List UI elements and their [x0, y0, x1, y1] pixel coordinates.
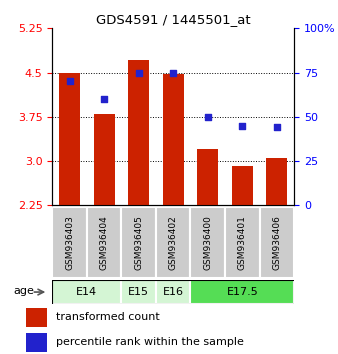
Text: E16: E16: [163, 287, 184, 297]
Point: [171, 70, 176, 75]
Bar: [26, 308, 47, 327]
Text: GSM936400: GSM936400: [203, 215, 212, 270]
Text: E17.5: E17.5: [226, 287, 258, 297]
Point: [67, 79, 72, 84]
Point: [205, 114, 211, 120]
Point: [274, 125, 280, 130]
Text: E14: E14: [76, 287, 97, 297]
Bar: [266, 158, 287, 205]
Bar: [128, 59, 149, 205]
Point: [101, 96, 107, 102]
FancyBboxPatch shape: [191, 207, 225, 278]
Text: percentile rank within the sample: percentile rank within the sample: [56, 337, 244, 347]
Point: [136, 70, 141, 75]
Bar: [94, 114, 115, 205]
Text: GSM936402: GSM936402: [169, 215, 178, 270]
Bar: [59, 73, 80, 205]
Text: GSM936406: GSM936406: [272, 215, 281, 270]
FancyBboxPatch shape: [191, 280, 294, 304]
Text: age: age: [13, 286, 34, 296]
Bar: [197, 149, 218, 205]
FancyBboxPatch shape: [225, 207, 260, 278]
FancyBboxPatch shape: [52, 280, 121, 304]
Text: E15: E15: [128, 287, 149, 297]
FancyBboxPatch shape: [87, 207, 121, 278]
Text: GSM936405: GSM936405: [134, 215, 143, 270]
Text: GSM936404: GSM936404: [100, 215, 109, 270]
FancyBboxPatch shape: [121, 207, 156, 278]
Text: GSM936403: GSM936403: [65, 215, 74, 270]
Text: GSM936401: GSM936401: [238, 215, 247, 270]
FancyBboxPatch shape: [52, 207, 87, 278]
Bar: [26, 333, 47, 352]
Text: transformed count: transformed count: [56, 312, 160, 322]
FancyBboxPatch shape: [121, 280, 156, 304]
Bar: [163, 74, 184, 205]
Bar: [232, 166, 252, 205]
Point: [240, 123, 245, 129]
FancyBboxPatch shape: [156, 207, 191, 278]
FancyBboxPatch shape: [156, 280, 191, 304]
FancyBboxPatch shape: [260, 207, 294, 278]
Title: GDS4591 / 1445501_at: GDS4591 / 1445501_at: [96, 13, 250, 26]
